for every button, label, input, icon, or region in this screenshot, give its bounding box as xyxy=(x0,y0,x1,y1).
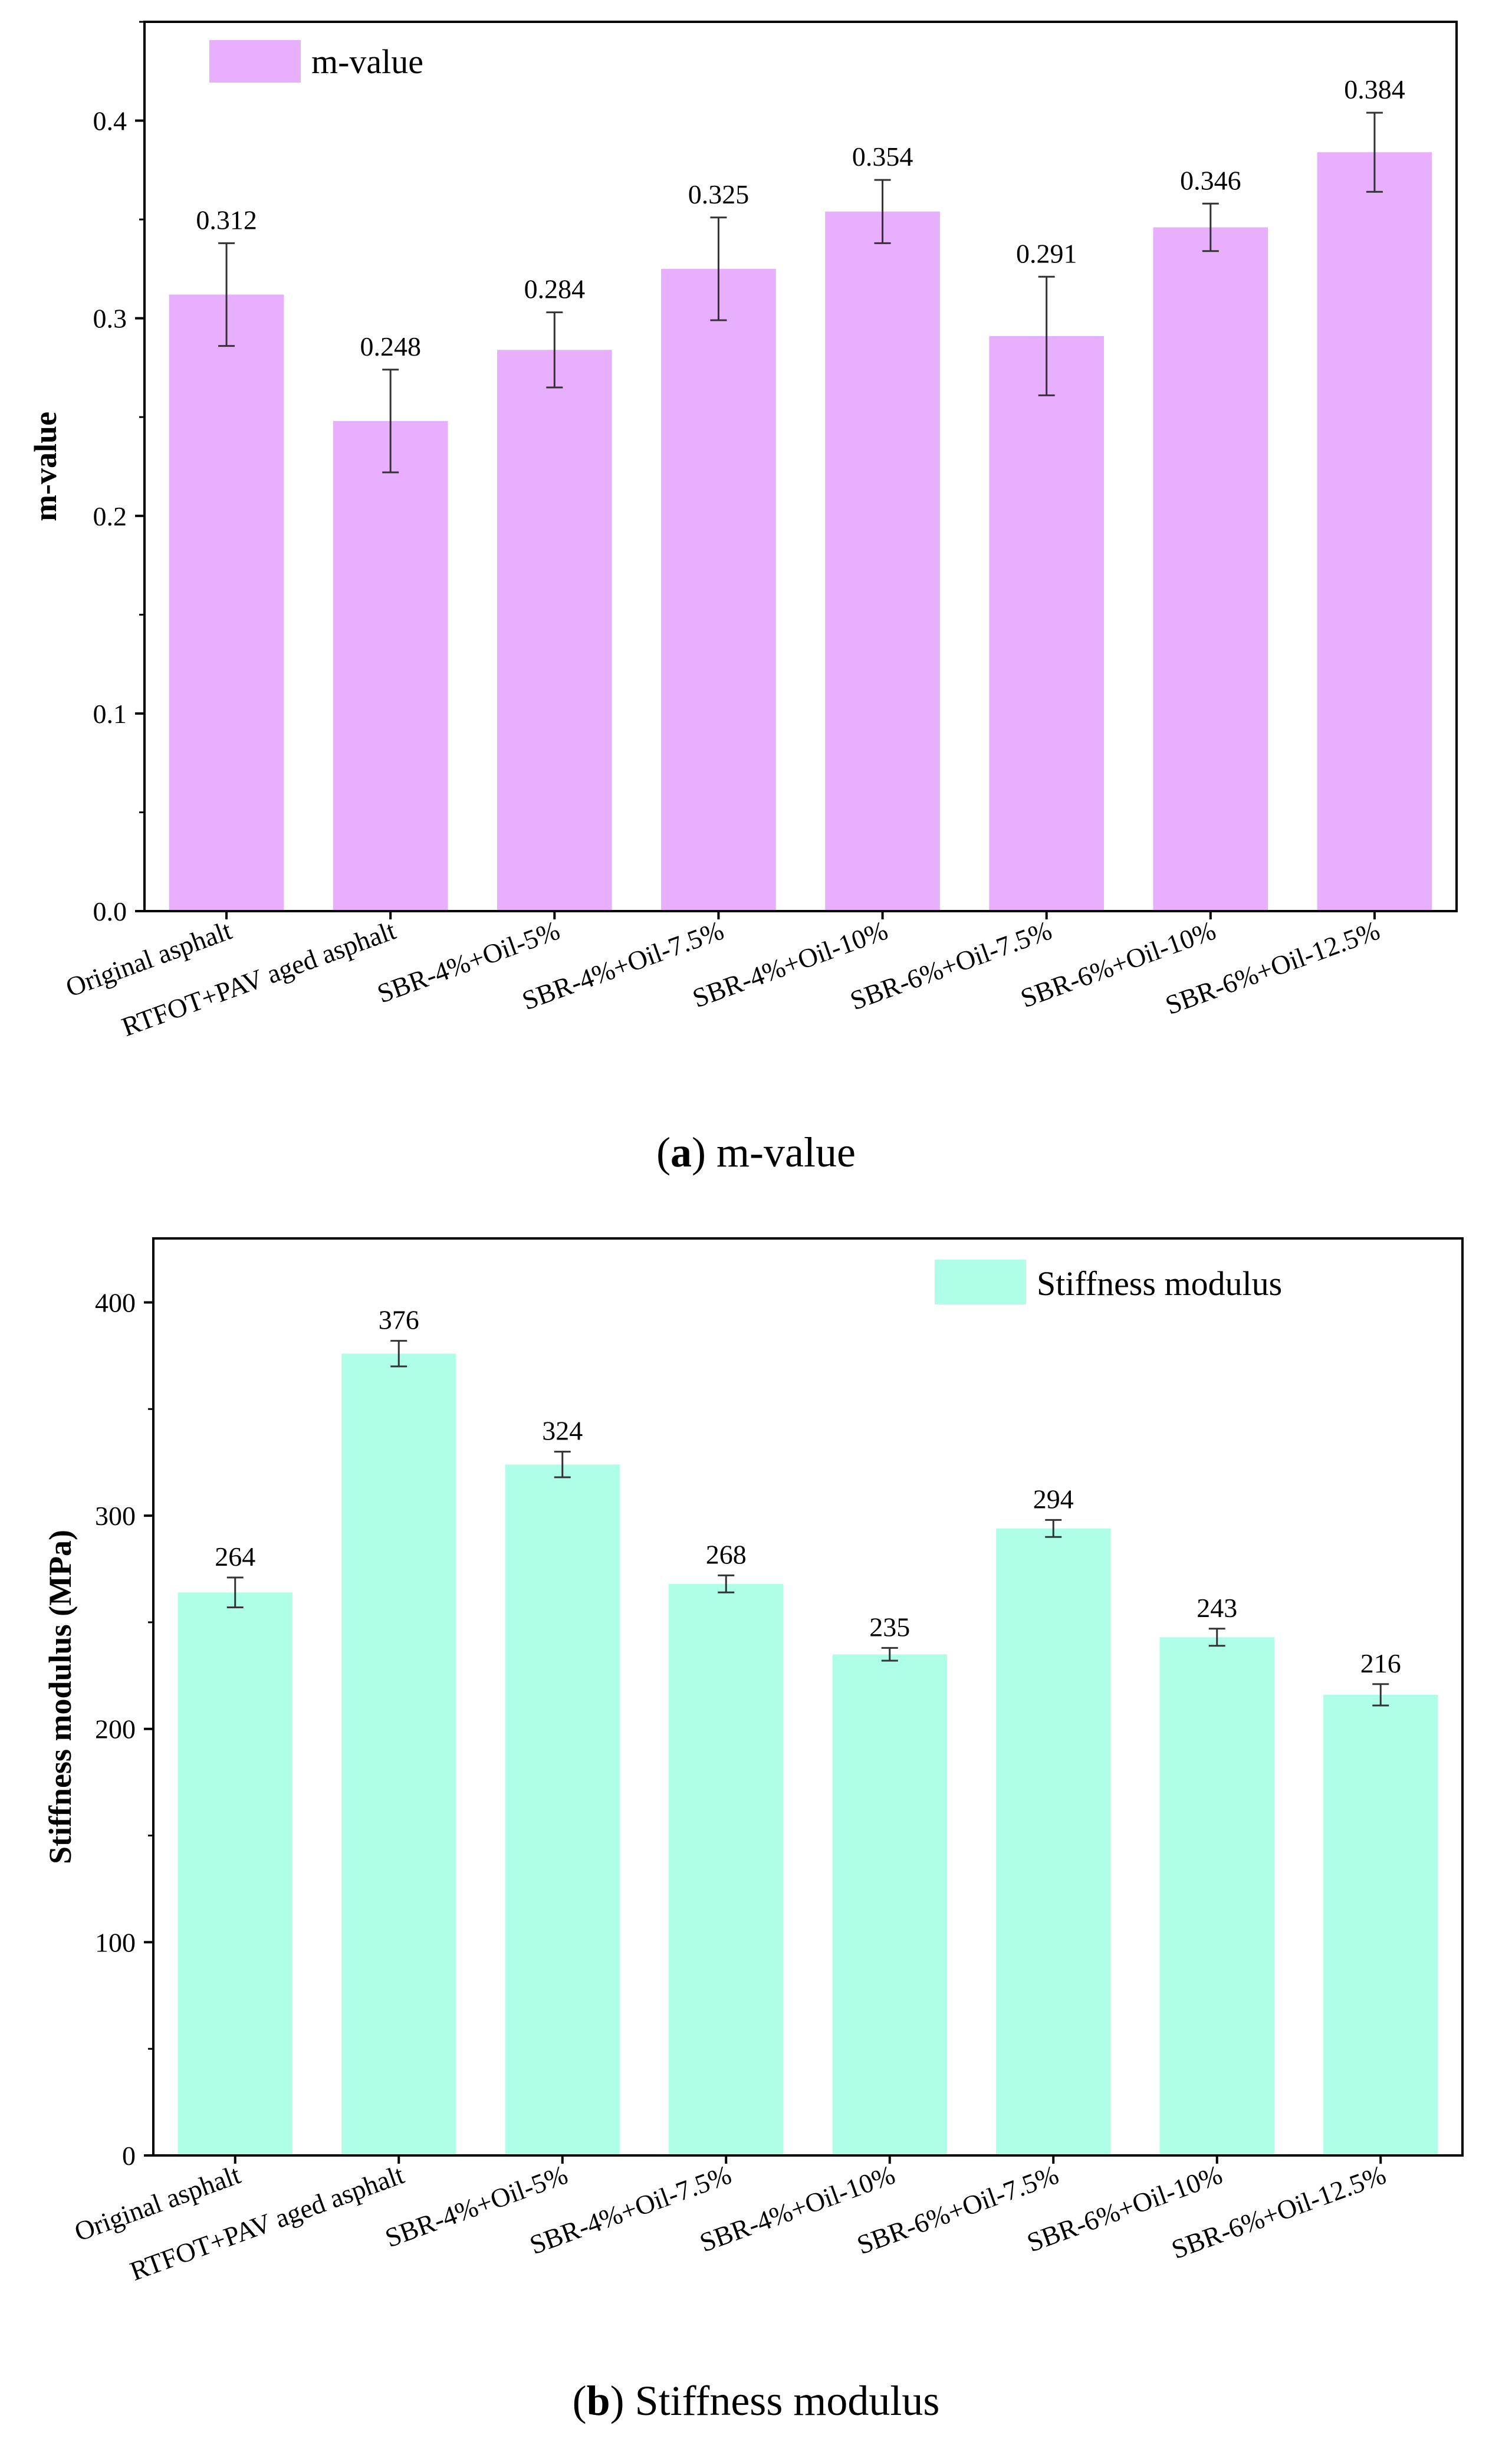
caption-paren-open: ( xyxy=(656,1129,670,1176)
figure-caption: (a) m-value xyxy=(656,1129,856,1176)
error-bar-4 xyxy=(718,1574,735,1593)
data-label-4: 268 xyxy=(706,1539,747,1569)
error-bar-7 xyxy=(1208,1628,1225,1647)
error-bar-4 xyxy=(710,216,727,321)
data-label-1: 264 xyxy=(215,1542,255,1572)
caption-paren-open: ( xyxy=(573,2377,587,2424)
error-bar-6 xyxy=(1045,1519,1062,1538)
y-tick-label: 200 xyxy=(95,1714,136,1744)
bar-7 xyxy=(1159,1637,1274,2155)
bar-4 xyxy=(669,1583,784,2155)
bar-6 xyxy=(996,1528,1111,2155)
bar-3 xyxy=(505,1464,620,2155)
data-label-4: 0.325 xyxy=(688,179,750,209)
legend-label: m-value xyxy=(311,42,423,81)
data-label-8: 216 xyxy=(1360,1648,1401,1678)
caption-text: ) m-value xyxy=(692,1129,856,1176)
error-bar-5 xyxy=(874,179,891,244)
y-tick-label: 0.1 xyxy=(93,699,127,729)
y-tick-label: 400 xyxy=(95,1287,136,1317)
figure-caption: (b) Stiffness modulus xyxy=(573,2377,940,2424)
bar-4 xyxy=(661,268,776,911)
bar-5 xyxy=(825,211,940,911)
data-label-5: 0.354 xyxy=(852,142,913,172)
error-bar-8 xyxy=(1366,111,1383,193)
y-tick-label: 0.0 xyxy=(93,896,127,926)
bar-2 xyxy=(333,420,448,911)
chart-m-value: 0.312 0.248 0.284 0.325 0.354 0.291 0.346 0.384… xyxy=(28,21,1458,1176)
data-label-6: 294 xyxy=(1033,1484,1074,1514)
legend: Stiffness modulus xyxy=(935,1260,1282,1304)
data-label-5: 235 xyxy=(869,1612,910,1642)
caption-letter: a xyxy=(670,1129,692,1176)
caption-text: ) Stiffness modulus xyxy=(610,2377,940,2424)
legend: m-value xyxy=(209,40,423,83)
bar-8 xyxy=(1317,152,1432,911)
x-tick-label-2: RTFOT+PAV aged asphalt xyxy=(126,2159,408,2286)
x-tick-label-2: RTFOT+PAV aged asphalt xyxy=(118,915,400,1042)
y-tick-label: 0 xyxy=(122,2141,136,2171)
error-bar-3 xyxy=(554,1451,571,1478)
data-label-6: 0.291 xyxy=(1016,238,1077,268)
error-bar-1 xyxy=(218,242,235,347)
y-tick-label: 0.4 xyxy=(93,106,127,136)
chart-stiffness-modulus: 2643763242682352942432160100200300400Ori… xyxy=(42,1237,1464,2424)
bar-5 xyxy=(832,1654,947,2155)
error-bar-2 xyxy=(382,369,399,474)
bar-3 xyxy=(497,350,612,911)
data-label-1: 0.312 xyxy=(196,205,257,235)
data-label-8: 0.384 xyxy=(1344,74,1405,104)
y-tick-label: 100 xyxy=(95,1927,136,1957)
caption-letter: b xyxy=(587,2377,610,2424)
error-bar-8 xyxy=(1372,1683,1389,1707)
y-tick-label: 0.3 xyxy=(93,304,127,334)
bar-1 xyxy=(169,294,284,911)
error-bar-3 xyxy=(546,311,563,389)
bar-8 xyxy=(1323,1694,1438,2155)
error-bar-6 xyxy=(1038,275,1055,396)
bar-2 xyxy=(341,1353,456,2155)
data-label-3: 0.284 xyxy=(524,274,586,304)
legend-swatch xyxy=(209,40,301,83)
data-label-3: 324 xyxy=(542,1416,583,1446)
error-bar-5 xyxy=(881,1647,898,1662)
y-tick-label: 0.2 xyxy=(93,501,127,531)
bar-6 xyxy=(989,336,1105,911)
error-bar-1 xyxy=(226,1576,244,1609)
y-axis-title: m-value xyxy=(28,412,63,521)
plot-frame xyxy=(152,1237,1464,2157)
bar-1 xyxy=(178,1592,292,2155)
y-axis-title: Stiffness modulus (MPa) xyxy=(42,1530,78,1864)
error-bar-2 xyxy=(390,1340,407,1368)
bar-7 xyxy=(1153,227,1268,911)
data-label-7: 0.346 xyxy=(1180,165,1241,195)
legend-label: Stiffness modulus xyxy=(1037,1264,1282,1303)
data-label-2: 0.248 xyxy=(360,331,421,362)
data-label-7: 243 xyxy=(1197,1593,1237,1623)
legend-swatch xyxy=(935,1260,1026,1304)
y-tick-label: 300 xyxy=(95,1501,136,1531)
plot-frame xyxy=(143,21,1458,912)
data-label-2: 376 xyxy=(379,1305,419,1335)
error-bar-7 xyxy=(1202,202,1219,252)
